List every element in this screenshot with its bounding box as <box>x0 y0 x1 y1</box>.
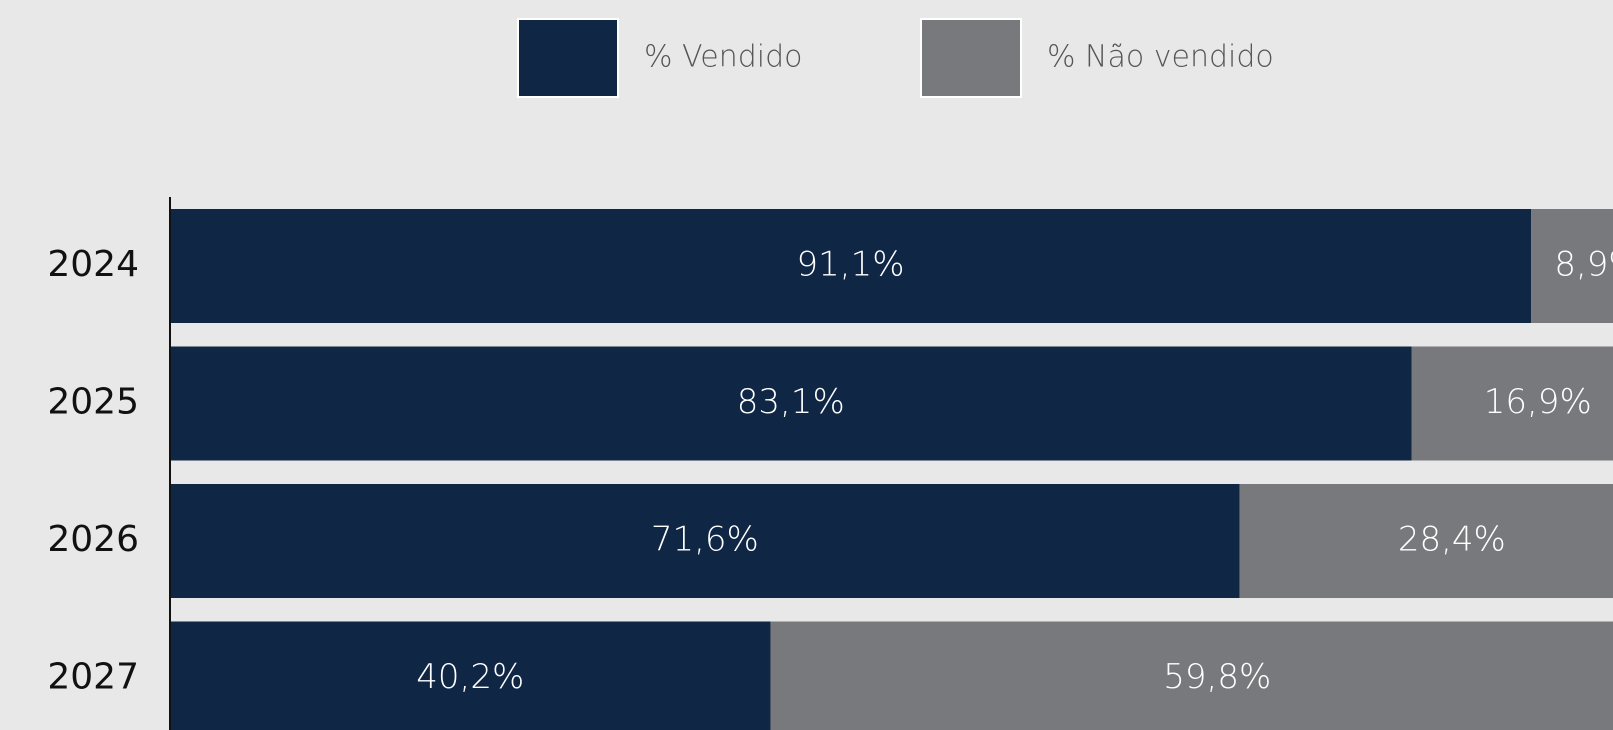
value-label: 8,9% <box>1554 245 1613 285</box>
legend-label: % Vendido <box>644 40 802 75</box>
value-label: 28,4% <box>1398 520 1506 560</box>
bar-segment <box>170 484 1240 598</box>
bar-segment <box>170 346 1412 461</box>
value-label: 91,1% <box>797 245 905 285</box>
legend-swatch <box>517 18 619 98</box>
y-tick-label: 2026 <box>47 519 139 560</box>
legend-swatch <box>920 18 1022 98</box>
bar-segment <box>170 209 1532 323</box>
bar-segment <box>770 621 1613 730</box>
value-label: 59,8% <box>1163 657 1271 697</box>
bar-segment <box>170 621 771 730</box>
bar-segment <box>1411 346 1613 461</box>
y-tick-label: 2027 <box>47 657 139 698</box>
y-tick-label: 2025 <box>47 382 139 423</box>
value-label: 16,9% <box>1484 382 1592 422</box>
legend-label: % Não vendido <box>1047 40 1274 75</box>
value-label: 71,6% <box>651 520 759 560</box>
value-label: 83,1% <box>737 382 845 422</box>
y-tick-label: 2024 <box>47 244 139 285</box>
bar-segment <box>1239 484 1613 598</box>
value-label: 40,2% <box>416 657 524 697</box>
bar-segment <box>1531 209 1613 323</box>
